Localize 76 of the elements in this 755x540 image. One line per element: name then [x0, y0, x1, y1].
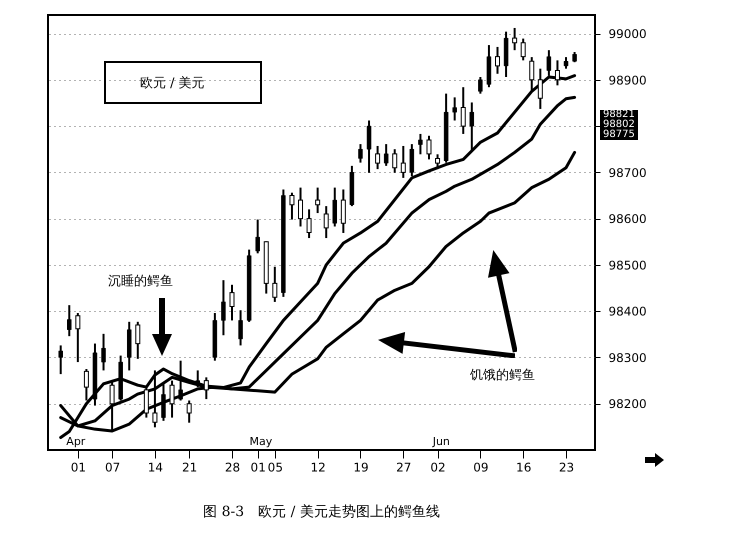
candlestick — [238, 309, 243, 346]
candlestick — [178, 360, 183, 402]
candlestick — [101, 332, 106, 372]
candlestick — [332, 186, 338, 228]
candlestick — [135, 320, 140, 360]
candlestick — [400, 144, 406, 179]
candlestick — [67, 304, 72, 338]
x-tick-label: 01 — [250, 460, 266, 474]
annotation: 饥饿的鳄鱼 — [470, 367, 535, 384]
text: 98802 — [600, 118, 638, 130]
candlestick — [195, 369, 200, 388]
x-tick-label: 09 — [473, 460, 489, 474]
x-tick-label: 23 — [558, 460, 574, 474]
candlestick — [495, 46, 500, 75]
candlestick — [324, 205, 329, 240]
x-tick-label: 16 — [516, 460, 532, 474]
candlestick — [564, 56, 568, 70]
candlestick — [272, 266, 278, 303]
annotation: Apr — [66, 435, 86, 448]
candlestick — [384, 143, 388, 167]
x-tick-label: 19 — [353, 460, 369, 474]
x-tick-label: 27 — [396, 460, 412, 474]
candlestick — [298, 186, 304, 228]
x-tick-label: 28 — [224, 460, 240, 474]
candlestick — [520, 38, 526, 62]
candlestick — [289, 192, 294, 221]
annotation: Jun — [432, 435, 450, 448]
x-tick-label: 01 — [70, 460, 86, 474]
x-tick-label: 21 — [182, 460, 198, 474]
candlestick — [161, 382, 166, 422]
x-tick-label: 14 — [148, 460, 164, 474]
candlestick — [452, 96, 457, 122]
candlestick — [366, 120, 372, 174]
candlestick — [340, 188, 346, 234]
candlestick — [410, 143, 414, 178]
candlestick — [204, 376, 209, 400]
text: 98775 — [600, 128, 638, 140]
x-tick-label: 07 — [104, 460, 120, 474]
candlestick — [58, 344, 63, 376]
candlestick — [358, 143, 363, 164]
y-tick-label: 98700 — [608, 166, 647, 180]
y-tick-label: 98600 — [608, 212, 647, 226]
candlestick — [221, 279, 226, 336]
candlestick — [418, 132, 423, 156]
candlestick — [315, 186, 320, 214]
x-tick-label: 02 — [430, 460, 446, 474]
candlestick — [435, 153, 440, 170]
y-tick-label: 98400 — [608, 304, 647, 319]
x-tick-label: 05 — [268, 460, 283, 474]
candlestick — [170, 380, 175, 419]
annotation: May — [250, 435, 272, 448]
candlestick — [470, 101, 474, 152]
candlestick — [512, 26, 518, 52]
candlestick — [84, 368, 89, 402]
text: 98821 — [600, 108, 638, 120]
y-tick-label: 99000 — [608, 27, 647, 42]
candlestick — [460, 86, 466, 135]
candlestick — [478, 76, 483, 95]
candlestick — [375, 144, 380, 170]
y-tick-label: 98500 — [608, 258, 647, 272]
y-tick-label: 98300 — [608, 350, 647, 365]
candlestick — [230, 284, 234, 322]
y-tick-label: 98900 — [608, 73, 647, 88]
candlestick — [306, 208, 312, 240]
y-tick-label: 98200 — [608, 397, 647, 412]
annotation: 沉睡的鳄鱼 — [108, 273, 173, 290]
candlestick — [75, 312, 80, 364]
candlestick — [186, 399, 192, 424]
candlestick — [426, 134, 432, 160]
candlestick — [144, 386, 149, 419]
text: 图 8-3 欧元 / 美元走势图上的鳄鱼线 — [203, 504, 440, 520]
candlestick — [255, 218, 260, 254]
annotation: 欧元 / 美元 — [140, 75, 205, 92]
x-tick-label: 12 — [310, 460, 326, 474]
candlestick — [572, 51, 577, 64]
candlestick — [392, 148, 398, 174]
